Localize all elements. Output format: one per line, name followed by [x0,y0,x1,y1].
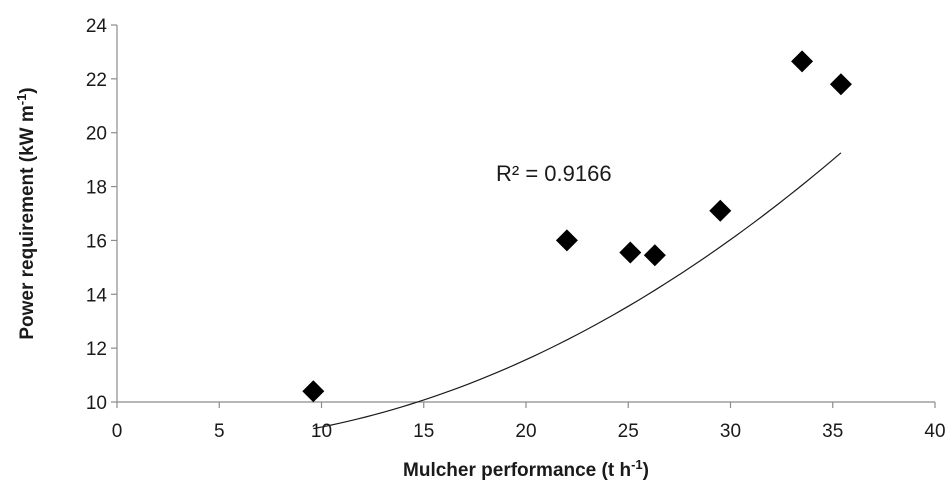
x-axis-title-main: Mulcher performance (t h [403,460,631,481]
y-axis-title-main: Power requirement (kW m [17,105,38,339]
data-point [555,229,578,252]
y-axis-title: Power requirement (kW m-1) [14,87,39,339]
x-tick-label: 0 [112,421,123,442]
data-point [643,244,666,267]
data-point [619,241,642,264]
y-tick-label: 20 [86,124,107,145]
r-squared-annotation: R² = 0.9166 [496,161,612,186]
x-ticks: 0 5 10 15 20 25 30 35 40 [112,402,946,442]
x-tick-label: 10 [311,421,332,442]
y-tick-label: 22 [86,70,107,91]
data-point [829,73,852,96]
data-point [709,199,732,222]
data-points [302,50,852,403]
x-tick-label: 15 [413,421,434,442]
x-axis-title: Mulcher performance (t h-1) [403,457,649,482]
x-tick-label: 20 [515,421,536,442]
data-point [302,380,325,403]
y-tick-label: 16 [86,231,107,252]
x-tick-label: 40 [924,421,945,442]
y-tick-label: 24 [86,16,108,37]
axes [116,25,935,403]
data-point [791,50,814,73]
y-axis-title-end: ) [17,87,38,93]
y-tick-label: 14 [86,285,108,306]
x-tick-label: 25 [618,421,639,442]
y-tick-label: 10 [86,393,107,414]
x-axis-title-sup: -1 [631,457,643,472]
y-ticks: 10 12 14 16 18 20 22 24 [86,16,117,414]
x-tick-label: 35 [822,421,843,442]
x-tick-label: 30 [720,421,741,442]
y-tick-label: 18 [86,178,107,199]
trendline [313,152,842,430]
x-tick-label: 5 [214,421,225,442]
x-axis-title-end: ) [643,460,649,481]
y-tick-label: 12 [86,339,107,360]
y-axis-title-sup: -1 [14,94,29,106]
